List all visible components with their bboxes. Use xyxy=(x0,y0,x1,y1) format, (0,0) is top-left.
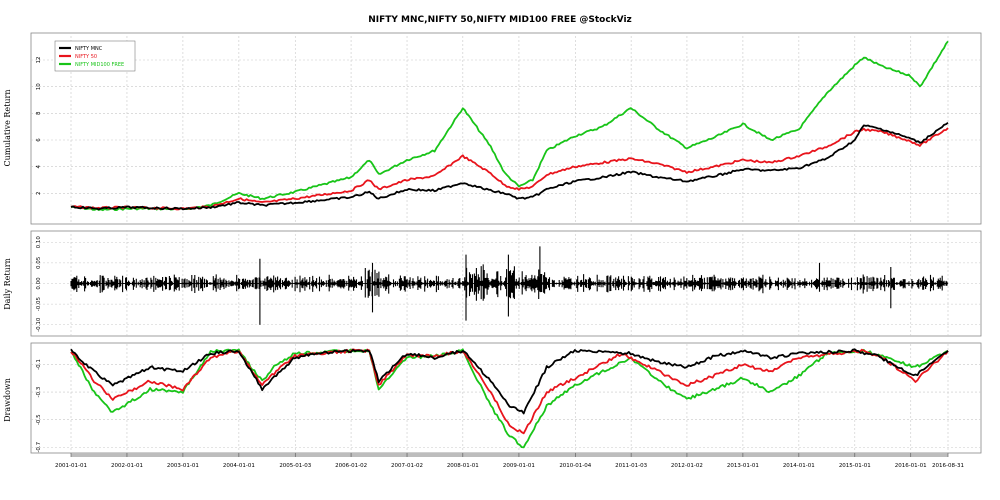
y-tick-label-0-00: 0.00 xyxy=(36,277,42,290)
legend-label-nifty-50: NIFTY 50 xyxy=(75,54,97,60)
x-tick-label-2011-01-03: 2011-01-03 xyxy=(615,463,647,469)
series-line-nifty-mnc xyxy=(70,246,948,325)
panel-cumulative-frame xyxy=(30,32,982,225)
x-axis-ticks: 2001-01-01 2002-01-01 2003-01-01 2004-01-01… xyxy=(55,453,964,469)
yticks-cumulative: 2 4 6 8 10 12 xyxy=(36,57,42,196)
x-tick-label-2002-01-01: 2002-01-01 xyxy=(111,463,143,469)
yticks-daily-return: -0.10 -0.05 0.00 0.05 0.10 xyxy=(36,236,42,332)
panel-daily-return: Daily Return -0.10 -0.05 0.00 0.05 0.10 xyxy=(3,230,982,337)
chart-title: NIFTY MNC,NIFTY 50,NIFTY MID100 FREE @St… xyxy=(368,15,632,25)
x-tick-label-2012-01-02: 2012-01-02 xyxy=(671,463,703,469)
y-tick-label-0-5: -0.5 xyxy=(36,414,42,425)
x-tick-label-2015-01-01: 2015-01-01 xyxy=(839,463,871,469)
grid-drawdown xyxy=(31,344,981,453)
series-line-nifty-mnc xyxy=(70,348,949,415)
x-tick-label-2008-01-01: 2008-01-01 xyxy=(447,463,479,469)
y-tick-label-4: 4 xyxy=(36,164,42,168)
panel-drawdown-frame xyxy=(30,342,982,454)
x-tick-label-2016-01-01: 2016-01-01 xyxy=(895,463,927,469)
lines-drawdown xyxy=(70,348,949,449)
y-tick-label-12: 12 xyxy=(36,57,42,64)
lines-daily-return xyxy=(70,246,948,325)
y-tick-label-8: 8 xyxy=(36,111,42,115)
x-tick-label-2009-01-01: 2009-01-01 xyxy=(503,463,535,469)
y-tick-label-2: 2 xyxy=(36,192,42,196)
y-tick-label-10: 10 xyxy=(36,83,42,90)
x-tick-label-2007-01-02: 2007-01-02 xyxy=(391,463,423,469)
yticks-drawdown: -0.7 -0.5 -0.3 -0.1 xyxy=(36,359,42,452)
x-tick-label-2004-01-01: 2004-01-01 xyxy=(223,463,255,469)
legend-label-nifty-mid100-free: NIFTY MID100 FREE xyxy=(75,62,124,68)
lines-cumulative xyxy=(70,40,949,212)
y-tick-label-0-1: -0.1 xyxy=(36,359,42,370)
legend: NIFTY MNC NIFTY 50 NIFTY MID100 FREE xyxy=(54,40,136,72)
y-tick-label-0-7: -0.7 xyxy=(36,441,42,452)
y-tick-label-0-10: 0.10 xyxy=(36,236,42,249)
x-tick-label-2005-01-03: 2005-01-03 xyxy=(279,463,311,469)
x-tick-label-2006-01-02: 2006-01-02 xyxy=(335,463,367,469)
series-line-nifty-50 xyxy=(70,127,949,211)
x-tick-label-2003-01-01: 2003-01-01 xyxy=(167,463,199,469)
series-line-nifty-mid100-free xyxy=(70,348,949,449)
y-tick-label-6: 6 xyxy=(36,138,42,142)
y-tick-label-0-05: 0.05 xyxy=(36,256,42,269)
x-tick-label-2016-08-31: 2016-08-31 xyxy=(932,463,964,469)
legend-label-nifty-mnc: NIFTY MNC xyxy=(75,46,103,52)
ylabel-cumulative: Cumulative Return xyxy=(3,89,12,166)
x-tick-label-2014-01-01: 2014-01-01 xyxy=(783,463,815,469)
x-tick-label-2010-01-04: 2010-01-04 xyxy=(559,463,591,469)
x-axis-band xyxy=(71,453,948,457)
y-tick-label-0-3: -0.3 xyxy=(36,386,42,397)
series-line-nifty-50 xyxy=(70,348,949,435)
series-line-nifty-mnc xyxy=(70,121,949,211)
ylabel-daily-return: Daily Return xyxy=(3,258,12,309)
panel-drawdown: Drawdown -0.7 -0.5 -0.3 -0.1 xyxy=(3,342,982,454)
ylabel-drawdown: Drawdown xyxy=(3,378,12,422)
y-tick-label-0-05: -0.05 xyxy=(36,296,42,311)
x-tick-label-2001-01-01: 2001-01-01 xyxy=(55,463,87,469)
panel-cumulative: Cumulative Return 2 4 6 8 10 12 NIFTY MNC NIF… xyxy=(3,32,982,225)
y-tick-label-0-10: -0.10 xyxy=(36,317,42,332)
x-tick-label-2013-01-01: 2013-01-01 xyxy=(727,463,759,469)
series-line-nifty-mid100-free xyxy=(70,40,949,212)
